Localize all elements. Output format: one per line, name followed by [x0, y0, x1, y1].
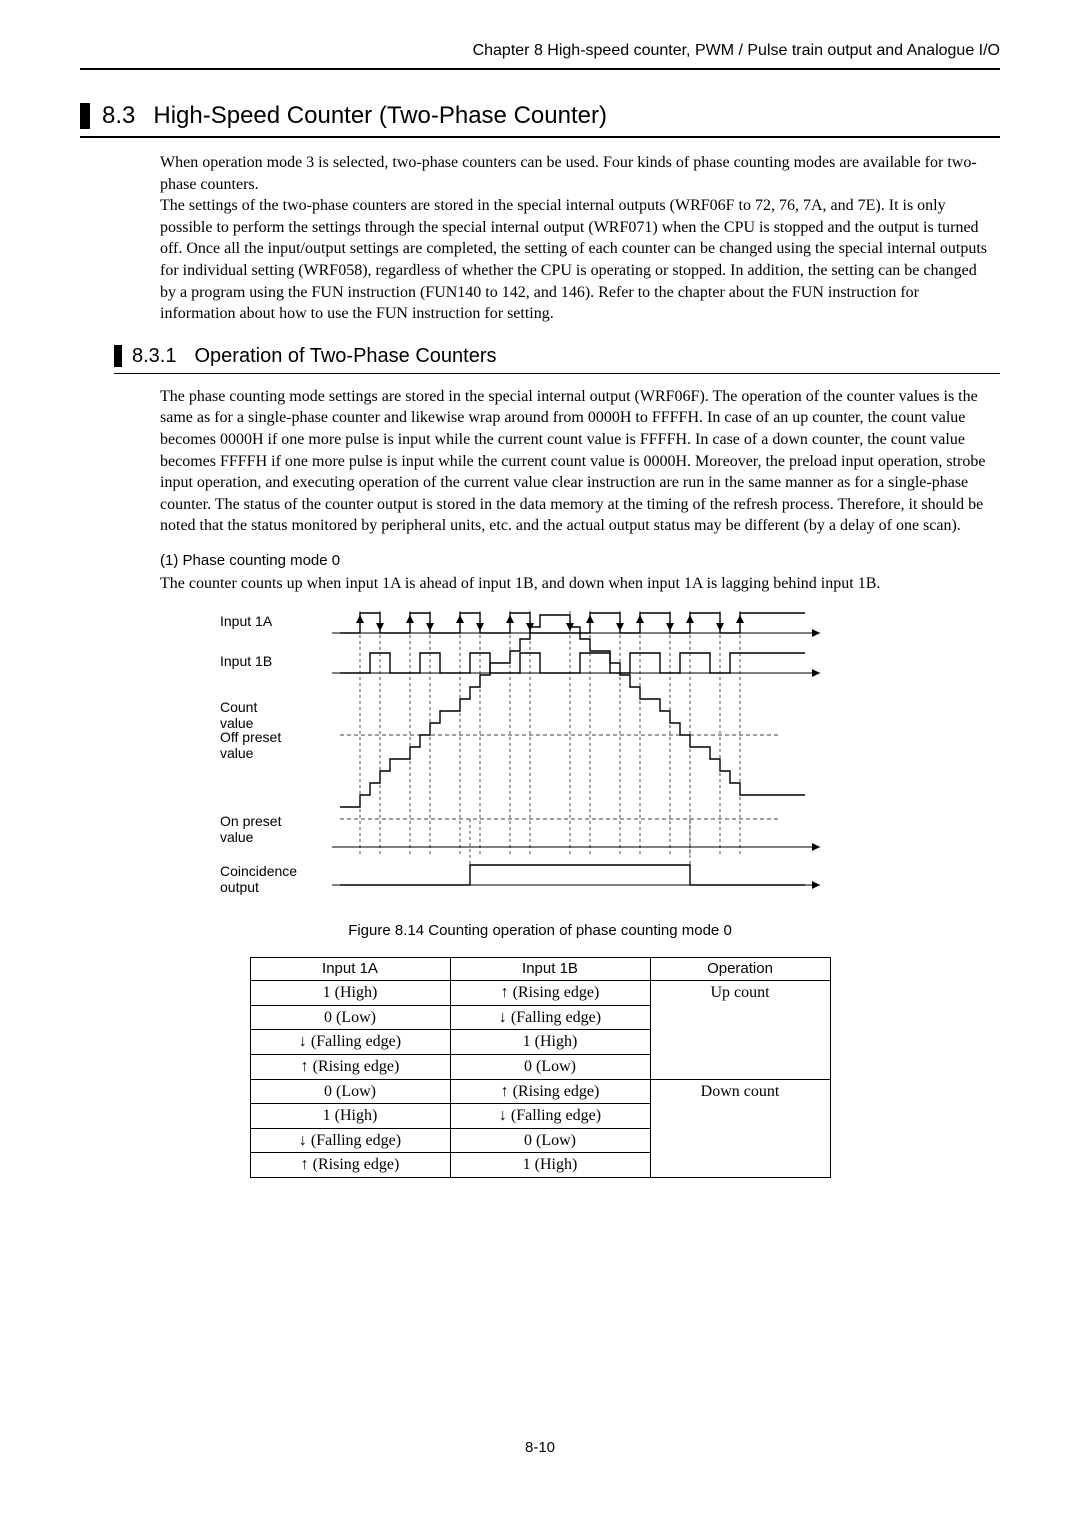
cell-input-1b: ↑ (Rising edge) — [450, 981, 650, 1006]
cell-input-1b: 1 (High) — [450, 1030, 650, 1055]
subsection-title: Operation of Two-Phase Counters — [194, 343, 496, 370]
figure-caption: Figure 8.14 Counting operation of phase … — [80, 921, 1000, 941]
intro-para-2: The settings of the two-phase counters a… — [160, 195, 990, 325]
cell-input-1b: 1 (High) — [450, 1153, 650, 1178]
subsection-bar — [114, 345, 122, 367]
chapter-header: Chapter 8 High-speed counter, PWM / Puls… — [80, 40, 1000, 70]
label-off-preset: Off presetvalue — [220, 729, 281, 761]
intro-para-1: When operation mode 3 is selected, two-p… — [160, 152, 990, 195]
table-row: 1 (High)↑ (Rising edge)Up count — [250, 981, 830, 1006]
cell-input-1a: 0 (Low) — [250, 1079, 450, 1104]
section-title: High-Speed Counter (Two-Phase Counter) — [153, 100, 607, 132]
th-operation: Operation — [650, 957, 830, 980]
subsection-heading: 8.3.1 Operation of Two-Phase Counters — [114, 343, 1000, 374]
cell-input-1a: 0 (Low) — [250, 1005, 450, 1030]
mode-description: The counter counts up when input 1A is a… — [160, 573, 990, 595]
table-row: 0 (Low)↑ (Rising edge)Down count — [250, 1079, 830, 1104]
section-heading: 8.3 High-Speed Counter (Two-Phase Counte… — [80, 100, 1000, 138]
cell-input-1b: ↓ (Falling edge) — [450, 1005, 650, 1030]
cell-input-1b: 0 (Low) — [450, 1128, 650, 1153]
label-count-value: Countvalue — [220, 699, 257, 731]
label-input-1a: Input 1A — [220, 613, 272, 629]
th-input-1b: Input 1B — [450, 957, 650, 980]
cell-input-1b: ↓ (Falling edge) — [450, 1104, 650, 1129]
label-coincidence: Coincidenceoutput — [220, 863, 297, 895]
cell-input-1a: ↓ (Falling edge) — [250, 1030, 450, 1055]
page-number: 8-10 — [80, 1438, 1000, 1458]
cell-input-1a: 1 (High) — [250, 981, 450, 1006]
section-number: 8.3 — [102, 100, 135, 132]
section-bar — [80, 103, 90, 129]
cell-input-1b: 0 (Low) — [450, 1055, 650, 1080]
section-intro: When operation mode 3 is selected, two-p… — [160, 152, 990, 325]
cell-input-1b: ↑ (Rising edge) — [450, 1079, 650, 1104]
timing-svg — [220, 607, 860, 907]
subsection-para: The phase counting mode settings are sto… — [160, 386, 990, 537]
cell-input-1a: 1 (High) — [250, 1104, 450, 1129]
table-header-row: Input 1A Input 1B Operation — [250, 957, 830, 980]
cell-input-1a: ↓ (Falling edge) — [250, 1128, 450, 1153]
timing-diagram: Input 1A Input 1B Countvalue Off presetv… — [220, 607, 860, 907]
label-input-1b: Input 1B — [220, 653, 272, 669]
th-input-1a: Input 1A — [250, 957, 450, 980]
mode-heading: (1) Phase counting mode 0 — [160, 551, 1000, 571]
operation-table: Input 1A Input 1B Operation 1 (High)↑ (R… — [250, 957, 831, 1178]
cell-operation: Down count — [650, 1079, 830, 1177]
cell-operation: Up count — [650, 981, 830, 1079]
cell-input-1a: ↑ (Rising edge) — [250, 1055, 450, 1080]
subsection-number: 8.3.1 — [132, 343, 176, 370]
label-on-preset: On presetvalue — [220, 813, 281, 845]
cell-input-1a: ↑ (Rising edge) — [250, 1153, 450, 1178]
subsection-body: The phase counting mode settings are sto… — [160, 386, 990, 537]
